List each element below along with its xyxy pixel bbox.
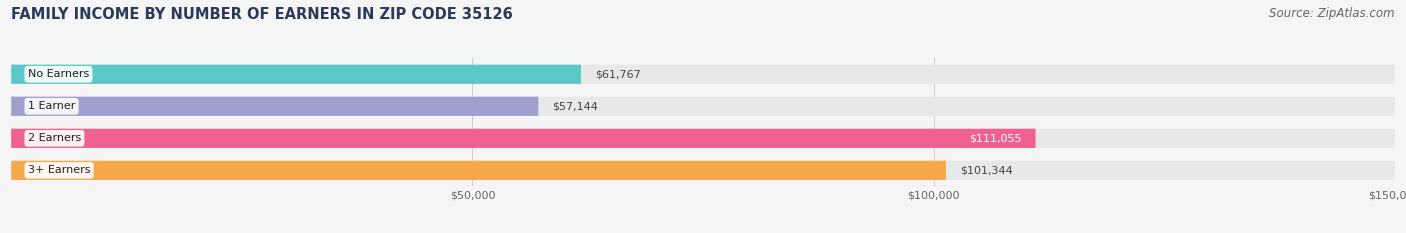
FancyBboxPatch shape [11, 65, 581, 84]
Text: FAMILY INCOME BY NUMBER OF EARNERS IN ZIP CODE 35126: FAMILY INCOME BY NUMBER OF EARNERS IN ZI… [11, 7, 513, 22]
FancyBboxPatch shape [11, 129, 1395, 148]
Text: 2 Earners: 2 Earners [28, 133, 82, 143]
FancyBboxPatch shape [11, 65, 1395, 84]
FancyBboxPatch shape [11, 129, 1036, 148]
Text: 1 Earner: 1 Earner [28, 101, 76, 111]
Text: $111,055: $111,055 [969, 133, 1022, 143]
FancyBboxPatch shape [11, 97, 1395, 116]
Text: No Earners: No Earners [28, 69, 89, 79]
Text: Source: ZipAtlas.com: Source: ZipAtlas.com [1270, 7, 1395, 20]
Text: $57,144: $57,144 [553, 101, 598, 111]
Text: $101,344: $101,344 [960, 165, 1012, 175]
Text: 3+ Earners: 3+ Earners [28, 165, 90, 175]
FancyBboxPatch shape [11, 161, 946, 180]
FancyBboxPatch shape [11, 97, 538, 116]
FancyBboxPatch shape [11, 161, 1395, 180]
Text: $61,767: $61,767 [595, 69, 641, 79]
